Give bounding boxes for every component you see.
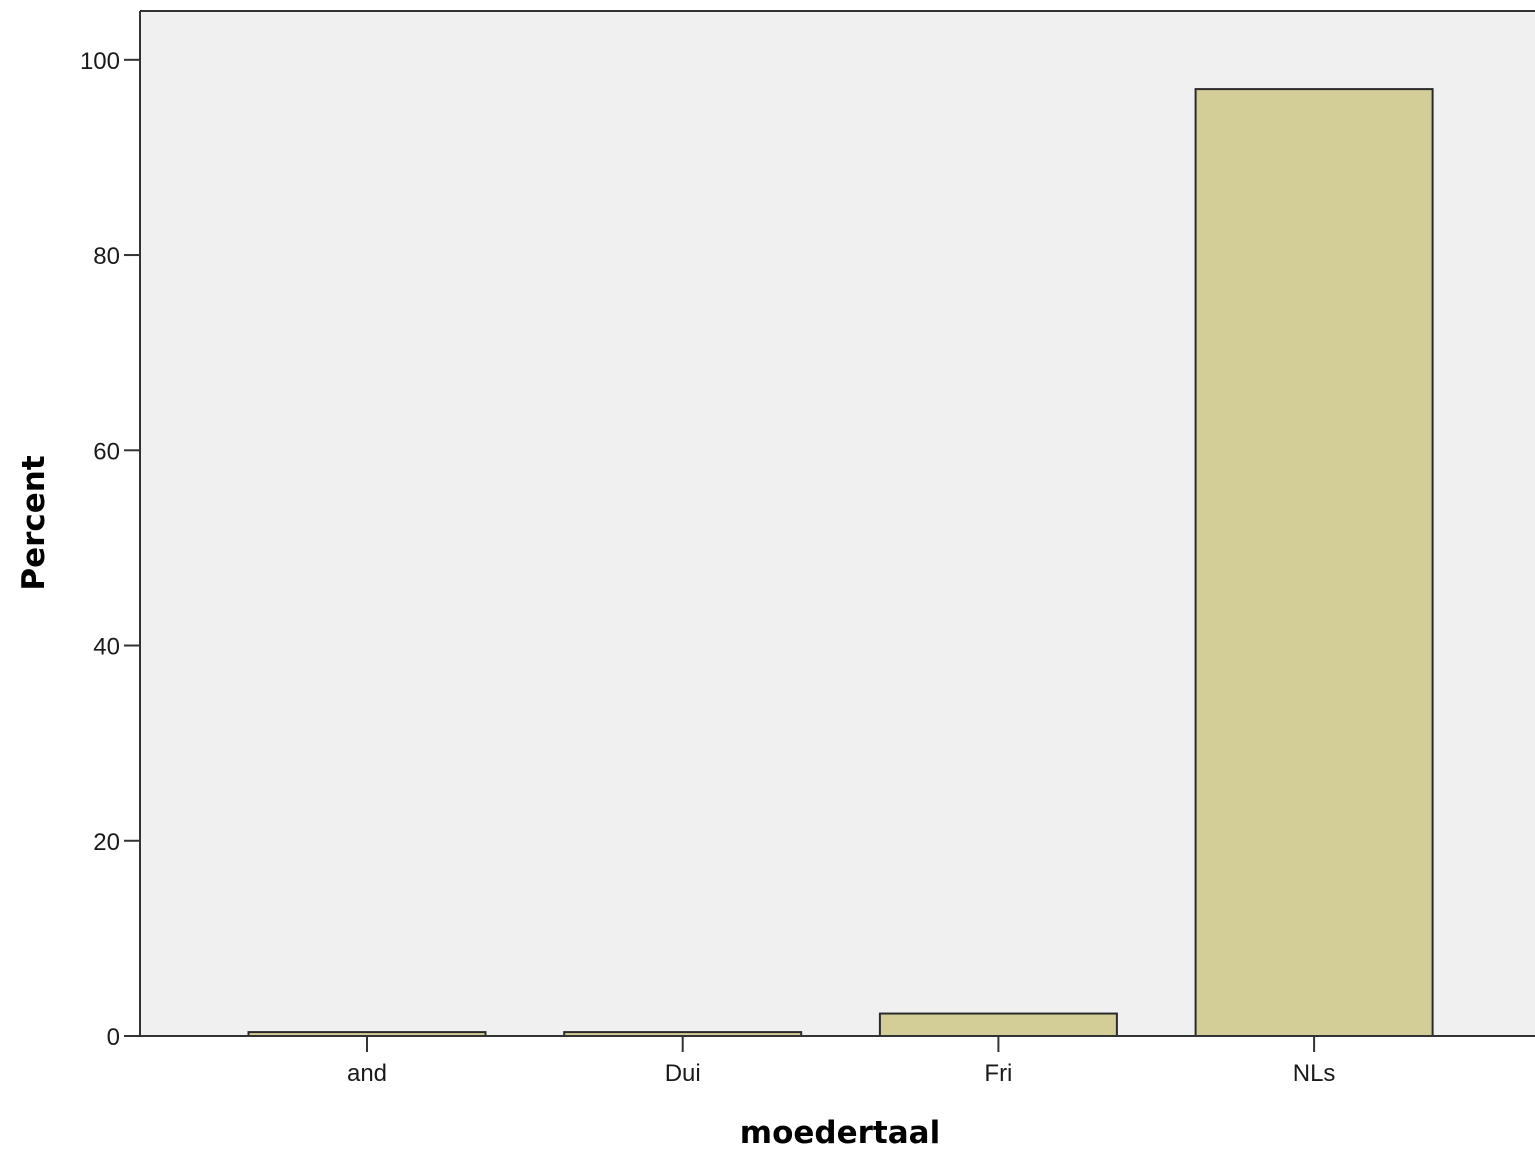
y-ticks-group: 0 20 40 60 80 100 [80, 48, 140, 1051]
y-tick-label: 80 [93, 243, 120, 270]
x-tick-label: Dui [665, 1060, 701, 1087]
y-tick-label: 100 [80, 48, 120, 75]
x-tick-label: and [347, 1060, 387, 1087]
bar-nls [1194, 88, 1434, 1038]
x-ticks-group: and Dui Fri NLs [347, 1036, 1335, 1087]
y-tick-label: 60 [93, 438, 120, 465]
x-tick-label: NLs [1293, 1060, 1336, 1087]
bar-fri [878, 1012, 1118, 1037]
y-tick-label: 20 [93, 829, 120, 856]
y-axis-title: Percent [16, 455, 52, 591]
y-tick-label: 40 [93, 634, 120, 661]
y-tick-label: 0 [107, 1024, 120, 1051]
x-tick-label: Fri [984, 1060, 1012, 1087]
x-axis-title: moedertaal [740, 1115, 940, 1151]
bars-group [247, 88, 1434, 1038]
